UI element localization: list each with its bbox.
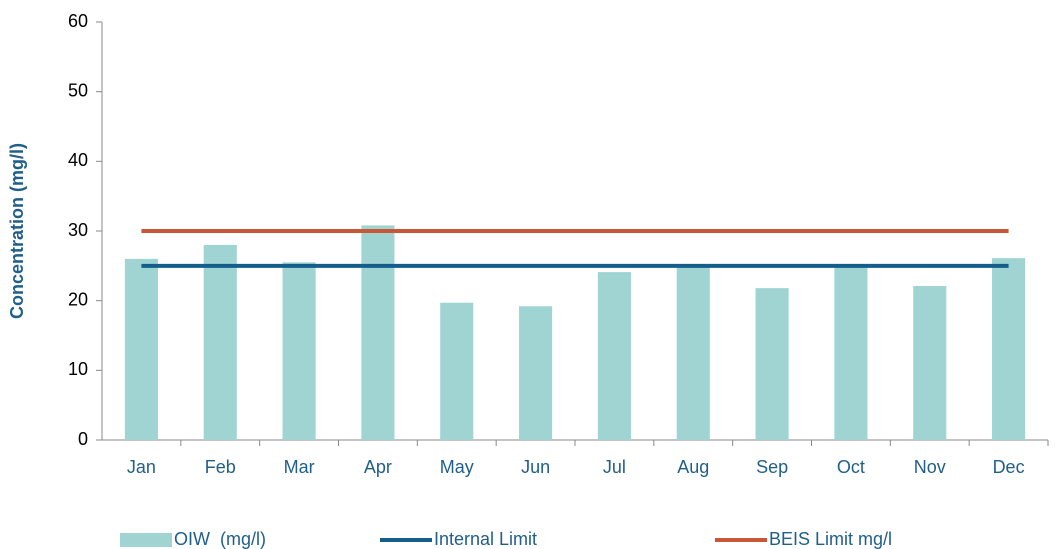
x-tick-label: Mar [284,457,315,477]
legend-label: OIW (mg/l) [174,529,266,549]
y-tick-label: 10 [68,359,88,379]
bar [282,262,316,440]
legend-swatch [120,533,172,547]
y-tick-label: 60 [68,11,88,31]
bar [519,306,553,440]
bar [676,265,710,440]
bar [440,302,474,440]
y-tick-label: 40 [68,150,88,170]
x-tick-label: Aug [677,457,709,477]
y-axis-label: Concentration (mg/l) [7,143,27,319]
y-tick-label: 0 [78,429,88,449]
y-tick-label: 20 [68,289,88,309]
legend-label: Internal Limit [434,529,537,549]
x-tick-label: Feb [205,457,236,477]
bar [361,225,395,440]
bar [992,258,1026,440]
x-tick-label: Nov [914,457,946,477]
x-tick-label: Dec [993,457,1025,477]
x-tick-label: May [440,457,474,477]
legend-label: BEIS Limit mg/l [769,529,892,549]
bar [755,288,789,440]
y-tick-label: 50 [68,80,88,100]
x-tick-label: Oct [837,457,865,477]
bar [203,244,237,440]
x-tick-label: Jan [127,457,156,477]
x-tick-label: Jun [521,457,550,477]
y-tick-label: 30 [68,220,88,240]
bar [597,272,631,440]
bar [834,265,868,440]
x-tick-label: Jul [603,457,626,477]
bar [913,286,947,440]
x-tick-label: Apr [364,457,392,477]
bar [124,258,158,440]
x-tick-label: Sep [756,457,788,477]
